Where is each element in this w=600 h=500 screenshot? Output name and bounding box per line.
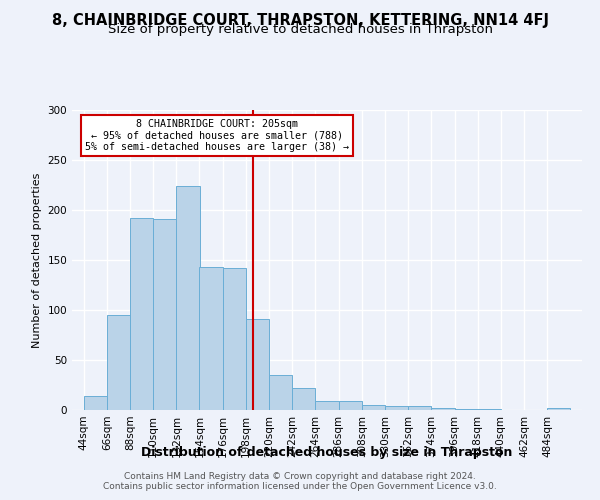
Bar bbox=[83, 396, 107, 410]
Bar bbox=[316, 401, 338, 410]
Bar bbox=[223, 268, 246, 410]
Bar bbox=[408, 406, 431, 410]
Bar bbox=[130, 218, 153, 410]
Text: 8 CHAINBRIDGE COURT: 205sqm
← 95% of detached houses are smaller (788)
5% of sem: 8 CHAINBRIDGE COURT: 205sqm ← 95% of det… bbox=[85, 119, 349, 152]
Text: Distribution of detached houses by size in Thrapston: Distribution of detached houses by size … bbox=[142, 446, 512, 459]
Bar bbox=[385, 406, 408, 410]
Text: Contains HM Land Registry data © Crown copyright and database right 2024.: Contains HM Land Registry data © Crown c… bbox=[124, 472, 476, 481]
Bar bbox=[547, 408, 571, 410]
Text: Contains public sector information licensed under the Open Government Licence v3: Contains public sector information licen… bbox=[103, 482, 497, 491]
Bar bbox=[199, 267, 223, 410]
Text: Size of property relative to detached houses in Thrapston: Size of property relative to detached ho… bbox=[107, 22, 493, 36]
Text: 8, CHAINBRIDGE COURT, THRAPSTON, KETTERING, NN14 4FJ: 8, CHAINBRIDGE COURT, THRAPSTON, KETTERI… bbox=[52, 12, 548, 28]
Bar bbox=[176, 186, 199, 410]
Bar bbox=[269, 375, 292, 410]
Bar bbox=[455, 409, 478, 410]
Bar bbox=[107, 315, 130, 410]
Bar bbox=[246, 319, 269, 410]
Bar bbox=[478, 409, 501, 410]
Bar bbox=[292, 388, 316, 410]
Bar bbox=[362, 405, 385, 410]
Bar bbox=[338, 401, 362, 410]
Bar bbox=[153, 219, 176, 410]
Y-axis label: Number of detached properties: Number of detached properties bbox=[32, 172, 42, 348]
Bar bbox=[431, 408, 455, 410]
